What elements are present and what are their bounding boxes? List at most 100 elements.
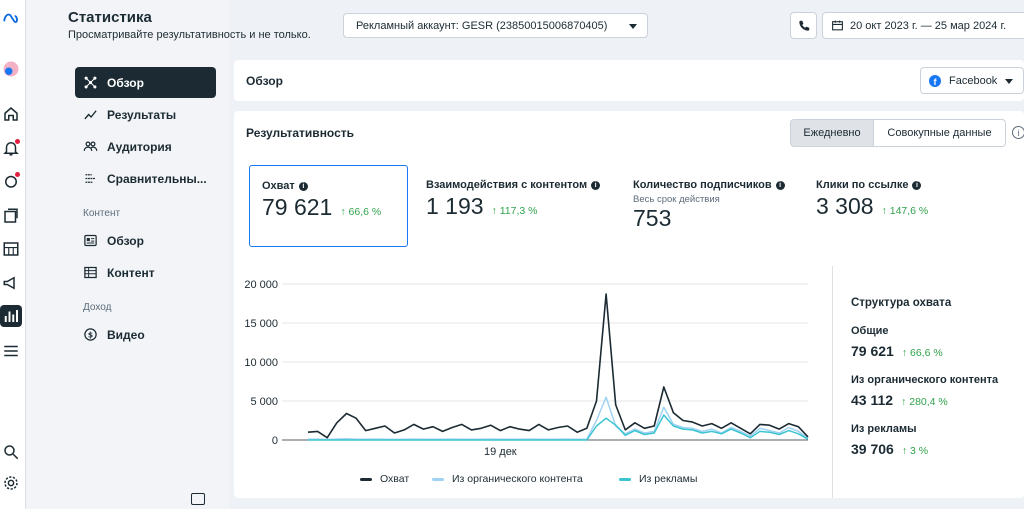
calendar-grid-icon[interactable] [0,238,22,260]
home-icon[interactable] [0,103,22,125]
menu-icon[interactable] [0,340,22,362]
reach-delta: ↑ 280,4 % [901,396,948,408]
info-icon[interactable]: i [591,180,601,190]
performance-title: Результативность [246,126,355,140]
metric-delta: ↑ 147,6 % [881,205,929,217]
legend-swatch [432,477,444,481]
meta-logo-icon[interactable] [0,8,22,30]
overview-panel [234,60,1024,101]
cumulative-toggle-button[interactable]: Совокупные данные [874,119,1006,147]
chevron-down-icon [1005,79,1013,84]
series-line-ads [308,414,809,441]
search-icon[interactable] [0,441,22,463]
overview-icon [81,74,99,92]
metric-delta: ↑ 117,3 % [491,205,538,217]
sidebar-item-benchmark[interactable]: Сравнительны... [75,163,216,194]
platform-dropdown[interactable]: f Facebook [920,67,1024,94]
metric-value: 3 308 [816,193,874,219]
reach-organic-label: Из органического контента [851,374,999,386]
sidebar-item-label: Контент [107,265,155,280]
reach-ads-label: Из рекламы [851,423,917,435]
legend-label: Охват [380,473,410,485]
sidebar-item-audience[interactable]: Аудитория [75,131,216,162]
dollar-icon: $ [81,326,99,344]
sidebar-item-results[interactable]: Результаты [75,99,216,130]
sidebar-item-label: Результаты [107,107,177,122]
metric-label: Клики по ссылке [816,179,909,191]
sidebar-item-content[interactable]: Контент [75,257,216,288]
sidebar-item-label: Обзор [107,233,144,248]
sidebar-item-label: Обзор [107,75,144,90]
reach-value: 43 112 [851,392,894,408]
chevron-down-icon [629,24,637,29]
metric-card-link-clicks[interactable]: Клики по ссылке i 3 308 ↑ 147,6 % [816,179,1006,220]
facebook-icon: f [929,74,941,87]
phone-button[interactable] [790,12,817,39]
metric-label: Взаимодействия с контентом [426,179,588,191]
metric-card-engagement[interactable]: Взаимодействия с контентом i 1 193 ↑ 117,3… [426,179,616,220]
overview-title: Обзор [246,74,283,88]
calendar-icon [832,20,843,31]
sidebar-section-income: Доход [83,302,112,313]
table-icon [81,264,99,282]
megaphone-icon[interactable] [0,272,22,294]
y-tick-label: 0 [272,435,278,447]
sidebar-item-content-overview[interactable]: Обзор [75,225,216,256]
divider [832,266,833,498]
x-tick-label: 19 дек [484,446,517,458]
reach-line-chart: 0 5 000 10 000 15 000 20 000 19 дек [244,279,809,458]
date-range-picker[interactable]: 20 окт 2023 г. — 25 мар 2024 г. [822,12,1024,39]
metric-card-followers[interactable]: Количество подписчиков i Весь срок действ… [633,179,803,232]
left-rail [0,0,26,509]
legend-item-organic: Из органического контента [432,473,583,485]
series-line-organic [308,396,809,441]
legend-label: Из рекламы [639,473,698,485]
y-tick-label: 5 000 [250,396,278,408]
legend-item-total: Охват [360,473,409,485]
svg-text:$: $ [87,330,92,339]
legend-label: Из органического контента [452,473,583,485]
metric-value: 79 621 [262,194,333,220]
legend-swatch [619,477,631,481]
metric-note: Весь срок действия [633,194,720,205]
platform-label: Facebook [949,74,998,87]
y-tick-label: 20 000 [244,279,278,291]
reach-delta: ↑ 66,6 % [901,347,943,359]
settings-icon[interactable] [0,472,22,494]
daily-toggle-button[interactable]: Ежедневно [790,119,874,147]
ad-account-dropdown[interactable]: Рекламный аккаунт: GESR (238500150068704… [343,13,648,38]
reach-total-value: 79 621 ↑ 66,6 % [851,343,943,359]
content-overview-icon [81,232,99,250]
legend-swatch [360,477,372,481]
metric-label: Количество подписчиков [633,179,772,191]
insights-icon[interactable] [0,305,22,327]
info-icon[interactable]: i [1012,126,1024,139]
profile-avatar[interactable] [0,58,22,80]
pages-icon[interactable] [0,205,22,227]
metric-label: Охват [262,180,295,192]
sidebar-item-label: Аудитория [107,139,172,154]
sidebar-item-label: Сравнительны... [107,171,207,186]
sidebar-item-overview[interactable]: Обзор [75,67,216,98]
metric-delta: ↑ 66,6 % [340,206,382,218]
sidebar-item-video[interactable]: $ Видео [75,319,216,350]
metric-card-reach[interactable]: Охват i 79 621 ↑ 66,6 % [249,165,408,247]
metric-value: 753 [633,205,672,231]
legend-item-ads: Из рекламы [619,473,697,485]
sidebar-item-label: Видео [107,327,145,342]
ad-account-label: Рекламный аккаунт: GESR (238500150068704… [356,19,608,32]
trend-icon [81,106,99,124]
info-icon[interactable]: i [775,180,785,190]
notifications-icon[interactable] [0,137,22,159]
info-icon[interactable]: i [912,180,922,190]
reach-delta: ↑ 3 % [901,445,929,457]
sidebar-section-content: Контент [83,208,121,219]
sidebar-collapse-icon[interactable] [191,493,205,505]
y-tick-label: 10 000 [244,357,278,369]
reach-value: 39 706 [851,441,894,457]
reach-total-label: Общие [851,325,889,337]
reach-value: 79 621 [851,343,894,359]
compare-icon [81,170,99,188]
info-icon[interactable]: i [298,181,308,191]
circle-icon[interactable] [0,170,22,192]
